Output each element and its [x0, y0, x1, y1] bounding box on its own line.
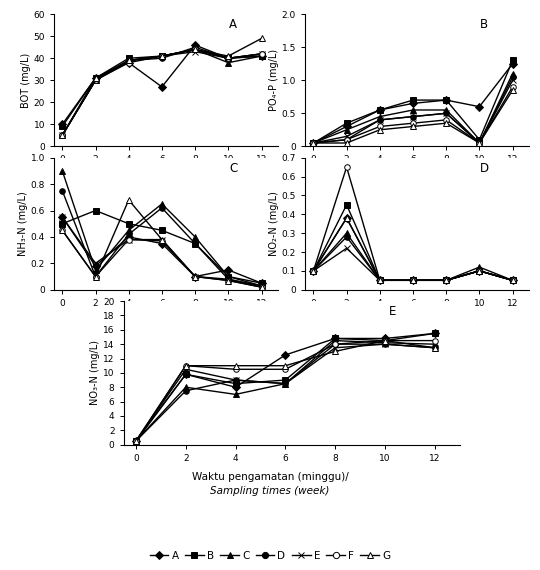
Y-axis label: NO₂-N (mg/L): NO₂-N (mg/L)	[269, 192, 279, 256]
Text: B: B	[480, 18, 489, 31]
Y-axis label: NH₃-N (mg/L): NH₃-N (mg/L)	[18, 192, 28, 256]
Legend: A, B, C, D, E, F, G: A, B, C, D, E, F, G	[145, 547, 395, 565]
Text: C: C	[229, 162, 238, 174]
Text: Sampling times (week): Sampling times (week)	[210, 486, 330, 496]
Text: D: D	[480, 162, 489, 174]
Text: Waktu pengamatan (minggu)/: Waktu pengamatan (minggu)/	[192, 471, 348, 482]
Text: A: A	[230, 18, 237, 31]
Y-axis label: PO₄-P (mg/L): PO₄-P (mg/L)	[269, 49, 279, 111]
Text: E: E	[389, 306, 396, 319]
Y-axis label: BOT (mg/L): BOT (mg/L)	[21, 52, 31, 108]
Y-axis label: NO₃-N (mg/L): NO₃-N (mg/L)	[90, 340, 100, 405]
